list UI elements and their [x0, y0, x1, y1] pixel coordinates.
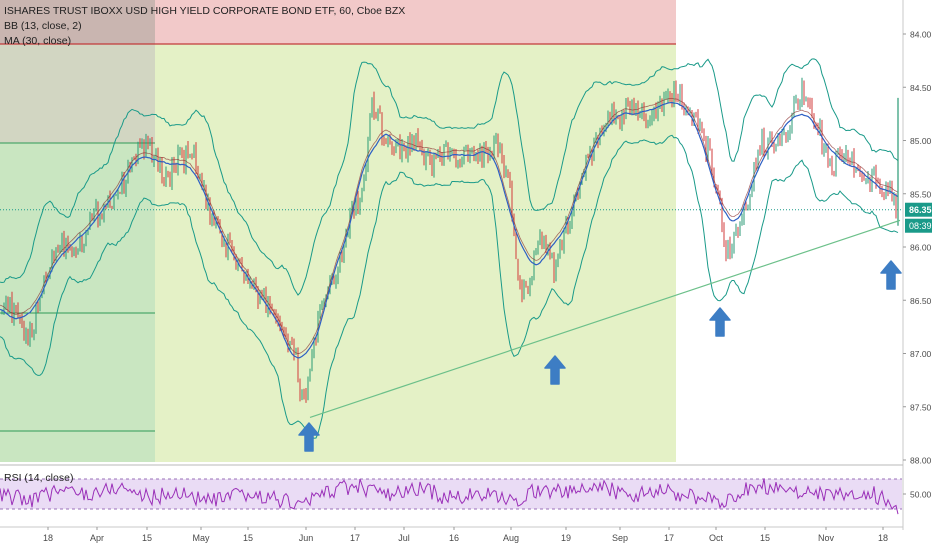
price-tick-label: 87.00	[910, 349, 932, 359]
bb-lower-band	[0, 134, 899, 439]
price-tick-label: 84.00	[910, 30, 932, 40]
time-tick-label: Jul	[398, 533, 410, 543]
price-axis-bg	[903, 0, 932, 550]
green-zone	[155, 44, 676, 462]
last-price-badge	[905, 202, 932, 217]
price-tick-label: 85.00	[910, 136, 932, 146]
bb-upper-band	[0, 58, 899, 296]
time-tick-label: 17	[664, 533, 674, 543]
time-tick-label: 15	[760, 533, 770, 543]
time-tick-label: 18	[43, 533, 53, 543]
up-arrow-icon	[544, 355, 566, 385]
time-tick-label: 15	[142, 533, 152, 543]
time-tick-label: 15	[243, 533, 253, 543]
price-tick-label: 85.50	[910, 189, 932, 199]
time-tick-label: Apr	[90, 533, 104, 543]
time-tick-label: 18	[878, 533, 888, 543]
rsi-tick-label: 50.00	[910, 490, 932, 500]
price-tick-label: 86.50	[910, 296, 932, 306]
trendline	[309, 219, 901, 418]
countdown-value: 08:39	[909, 221, 932, 231]
rsi-line	[0, 478, 899, 515]
dark-green-zone	[0, 143, 155, 462]
time-tick-label: May	[192, 533, 210, 543]
bb-basis-line	[0, 97, 899, 355]
time-tick-label: Aug	[503, 533, 519, 543]
countdown-badge	[905, 218, 932, 233]
time-tick-label: 17	[350, 533, 360, 543]
price-tick-label: 86.00	[910, 243, 932, 253]
price-tick-label: 87.50	[910, 402, 932, 412]
time-tick-label: Oct	[709, 533, 724, 543]
time-tick-label: 16	[449, 533, 459, 543]
price-tick-label: 84.50	[910, 83, 932, 93]
ma-line	[0, 101, 899, 359]
time-tick-label: Nov	[818, 533, 835, 543]
price-tick-label: 88.00	[910, 456, 932, 466]
last-price-value: 86.35	[909, 205, 932, 215]
time-tick-label: 19	[561, 533, 571, 543]
up-arrow-icon	[880, 260, 902, 290]
red-zone-dark	[0, 0, 155, 44]
time-tick-label: Jun	[299, 533, 314, 543]
time-tick-label: Sep	[612, 533, 628, 543]
up-arrow-icon	[709, 307, 731, 337]
up-arrow-icon	[298, 422, 320, 452]
